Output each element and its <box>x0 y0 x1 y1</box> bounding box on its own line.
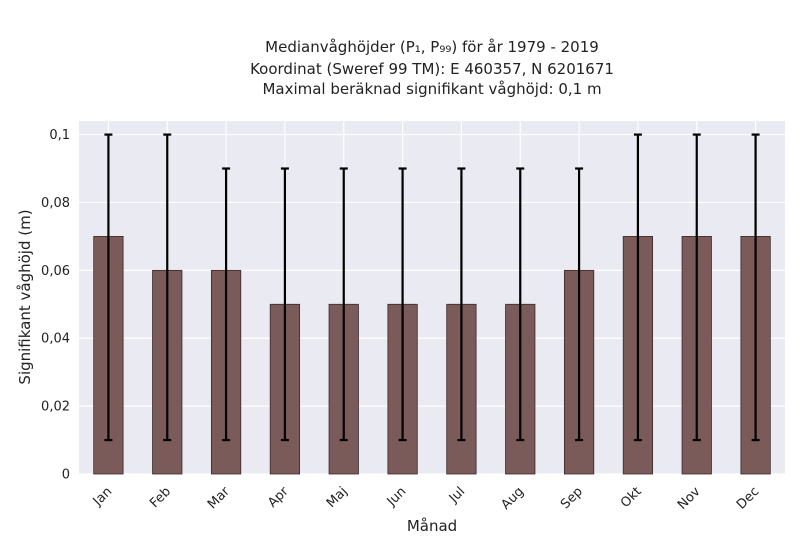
x-tick-label-jul: Jul <box>446 484 468 506</box>
x-tick-label-okt: Okt <box>618 484 645 511</box>
x-tick-label-feb: Feb <box>147 484 174 511</box>
error-bar-jul <box>457 167 466 442</box>
error-bar-apr <box>280 167 289 442</box>
x-tick-label-dec: Dec <box>734 484 762 512</box>
error-bar-feb <box>163 133 172 442</box>
y-axis-ticks: 0 0,02 0,04 0,06 0,08 0,1 <box>41 128 70 482</box>
chart-title-line-1: Medianvåghöjder (P₁, P₉₉) för år 1979 - … <box>265 38 599 56</box>
chart-title-line-2: Koordinat (Sweref 99 TM): E 460357, N 62… <box>250 60 614 78</box>
chart-title: Medianvåghöjder (P₁, P₉₉) för år 1979 - … <box>250 38 614 98</box>
y-tick-label-0: 0 <box>62 468 70 483</box>
y-axis-label: Signifikant våghöjd (m) <box>16 209 34 384</box>
error-bar-aug <box>516 167 525 442</box>
y-tick-label-3: 0,06 <box>41 264 70 279</box>
error-bar-mar <box>222 167 231 442</box>
x-tick-label-apr: Apr <box>265 484 292 511</box>
x-tick-label-sep: Sep <box>558 484 586 512</box>
x-tick-label-aug: Aug <box>499 484 528 513</box>
error-bar-okt <box>633 133 642 442</box>
chart-title-line-3: Maximal beräknad signifikant våghöjd: 0,… <box>262 80 601 98</box>
x-axis-ticks: Jan Feb Mar Apr Maj Jun Jul Aug Sep Okt Nov Dec <box>90 484 763 513</box>
y-tick-label-4: 0,08 <box>41 196 70 211</box>
error-bar-nov <box>692 133 701 442</box>
y-tick-label-2: 0,04 <box>41 332 70 347</box>
plot-area <box>79 121 785 474</box>
x-tick-label-nov: Nov <box>675 484 704 513</box>
error-bar-jun <box>398 167 407 442</box>
error-bars <box>104 133 760 442</box>
x-axis-label: Månad <box>407 517 457 535</box>
x-tick-label-jun: Jun <box>384 484 410 510</box>
error-bar-maj <box>339 167 348 442</box>
error-bar-jan <box>104 133 113 442</box>
x-tick-label-jan: Jan <box>90 484 115 509</box>
error-bar-dec <box>751 133 760 442</box>
y-tick-label-1: 0,02 <box>41 400 70 415</box>
x-tick-label-maj: Maj <box>324 484 351 511</box>
error-bar-sep <box>575 167 584 442</box>
y-tick-label-5: 0,1 <box>49 128 70 143</box>
x-tick-label-mar: Mar <box>205 484 233 512</box>
